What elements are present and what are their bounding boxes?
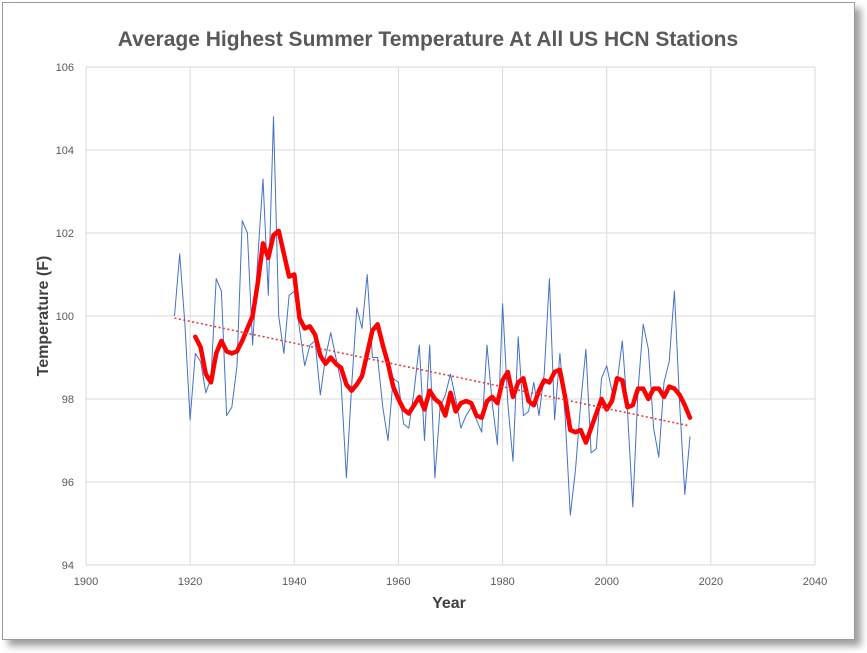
series-group [174, 116, 693, 516]
chart-title: Average Highest Summer Temperature At Al… [118, 28, 738, 51]
x-tick-label: 2000 [594, 576, 618, 588]
x-tick-label: 1960 [386, 576, 410, 588]
gridlines [85, 66, 816, 566]
y-tick-label: 102 [56, 228, 74, 240]
y-tick-label: 100 [56, 311, 74, 323]
annual-temperature-line [174, 116, 691, 516]
y-tick-label: 94 [62, 560, 74, 572]
x-tick-label: 2040 [803, 576, 827, 588]
x-tick-labels: 1900 1920 1940 1960 1980 2000 2020 2040 [74, 576, 827, 588]
x-tick-label: 1900 [74, 576, 98, 588]
y-tick-label: 106 [56, 62, 74, 74]
x-axis-label: Year [432, 595, 466, 612]
x-tick-label: 1980 [490, 576, 514, 588]
chart-frame [2, 2, 855, 640]
y-tick-label: 96 [62, 477, 74, 489]
x-tick-label: 2020 [699, 576, 723, 588]
y-tick-label: 98 [62, 394, 74, 406]
x-tick-label: 1920 [178, 576, 202, 588]
y-axis-label: Temperature (F) [35, 256, 52, 377]
y-tick-labels: 94 96 98 100 102 104 106 [56, 62, 74, 572]
y-tick-label: 104 [56, 145, 74, 157]
x-tick-label: 1940 [282, 576, 306, 588]
